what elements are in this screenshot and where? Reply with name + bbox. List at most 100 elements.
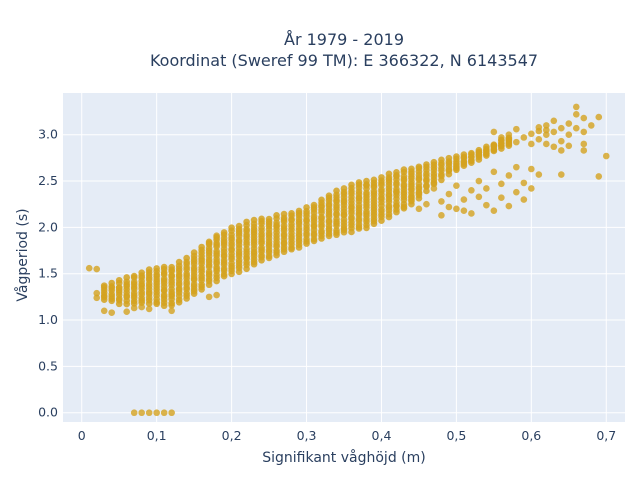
data-point [558, 147, 565, 154]
data-point [468, 210, 475, 217]
data-point [453, 182, 460, 189]
data-point [468, 149, 475, 157]
data-point [535, 123, 543, 131]
data-point [490, 128, 498, 136]
data-point [438, 198, 445, 205]
data-point [572, 124, 580, 132]
data-point [265, 215, 273, 223]
x-axis-title: Signifikant våghöjd (m) [262, 449, 425, 466]
data-point [572, 111, 580, 118]
data-point [400, 166, 408, 173]
x-tick-label: 0,5 [446, 428, 466, 443]
data-point [243, 218, 250, 226]
data-point [130, 304, 138, 312]
data-point [183, 254, 190, 262]
data-point [490, 141, 498, 148]
data-point [565, 142, 573, 150]
data-point [198, 243, 205, 251]
data-point [115, 276, 123, 284]
data-point [543, 122, 550, 129]
x-tick-label: 0,1 [147, 428, 167, 443]
data-point [505, 131, 513, 139]
data-point [303, 204, 310, 211]
data-point [145, 266, 153, 273]
data-point [153, 265, 160, 272]
data-point [528, 130, 535, 138]
data-point [430, 185, 438, 192]
data-point [580, 140, 588, 148]
data-point [130, 272, 138, 280]
data-point [475, 146, 483, 154]
data-point [408, 185, 415, 192]
data-point [580, 128, 588, 136]
data-point [513, 163, 520, 171]
data-point [460, 207, 468, 214]
data-point [100, 282, 108, 289]
data-point [168, 409, 175, 417]
data-point [93, 289, 101, 297]
data-point [445, 190, 453, 198]
data-point [475, 193, 483, 201]
data-point [115, 284, 123, 291]
data-point [580, 114, 588, 122]
data-point [138, 303, 145, 311]
y-axis-ticks: 0.0 0.5 1.0 1.5 2.0 2.5 3.0 [38, 127, 58, 420]
x-tick-label: 0,6 [521, 428, 541, 443]
data-point [408, 165, 415, 173]
data-point [415, 189, 423, 197]
data-point [513, 125, 520, 133]
data-point [100, 307, 108, 315]
y-tick-label: 3.0 [38, 127, 58, 142]
data-point [213, 291, 220, 299]
data-point [190, 249, 198, 256]
data-point [543, 126, 550, 134]
data-point [550, 143, 558, 151]
data-point [558, 137, 565, 145]
data-point [520, 179, 528, 187]
data-point [558, 124, 565, 132]
data-point [513, 138, 520, 146]
chart-title: År 1979 - 2019 Koordinat (Sweref 99 TM):… [150, 30, 538, 70]
data-point [520, 196, 528, 203]
data-point [138, 409, 145, 417]
data-point [153, 409, 160, 417]
data-point [228, 224, 235, 231]
data-point [415, 163, 423, 171]
data-point [535, 171, 543, 178]
data-point [498, 180, 505, 188]
data-point [310, 201, 318, 209]
data-point [348, 181, 355, 189]
plot-area [63, 93, 625, 422]
y-tick-label: 0.0 [38, 405, 58, 420]
data-points [85, 103, 610, 417]
data-point [587, 122, 595, 129]
data-point [453, 153, 460, 160]
data-point [85, 264, 93, 272]
chart-title-line2: Koordinat (Sweref 99 TM): E 366322, N 61… [150, 51, 538, 70]
data-point [415, 205, 423, 213]
y-tick-label: 1.5 [38, 266, 58, 281]
data-point [160, 263, 168, 271]
data-point [453, 205, 460, 213]
y-tick-label: 0.5 [38, 358, 58, 373]
data-point [498, 194, 505, 202]
data-point [550, 117, 558, 125]
data-point [543, 140, 550, 148]
data-point [423, 200, 430, 208]
data-point [580, 147, 588, 154]
data-point [138, 269, 145, 277]
data-point [468, 187, 475, 194]
data-point [408, 196, 415, 203]
data-point [535, 136, 543, 143]
data-point [483, 201, 490, 209]
data-point [108, 279, 116, 287]
data-point [355, 179, 363, 186]
data-point [483, 143, 490, 151]
y-tick-label: 1.0 [38, 312, 58, 327]
data-point [558, 171, 565, 178]
data-point [333, 226, 340, 234]
data-point [565, 131, 573, 139]
data-point [445, 154, 453, 162]
data-point [528, 185, 535, 192]
